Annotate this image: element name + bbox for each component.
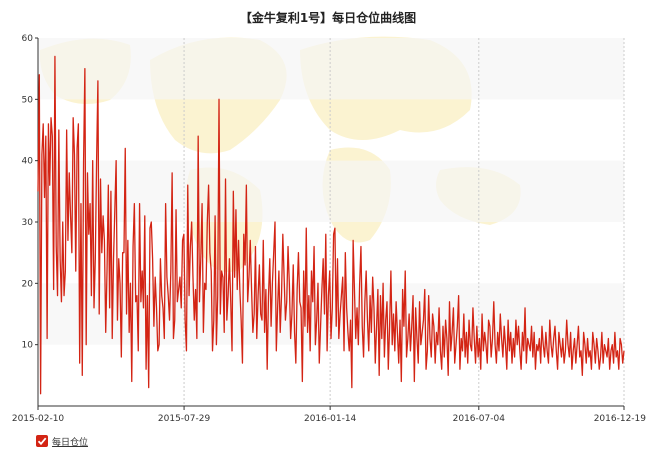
y-tick-labels: 10 20 30 40 50 60 bbox=[22, 34, 38, 351]
legend-item-daily-position[interactable]: 每日仓位 bbox=[36, 433, 88, 449]
vertical-gridlines bbox=[183, 38, 625, 406]
grid-band bbox=[38, 38, 624, 100]
x-tick-label: 2015-02-10 bbox=[12, 414, 65, 424]
series-layer bbox=[37, 55, 625, 395]
x-tick-labels: 2015-02-10 2015-07-29 2016-01-14 2016-07-04… bbox=[12, 406, 646, 424]
checkbox-checked-icon[interactable] bbox=[36, 435, 48, 447]
y-tick-label: 50 bbox=[22, 95, 34, 105]
x-tick-label: 2016-12-19 bbox=[594, 414, 647, 424]
y-tick-label: 40 bbox=[22, 157, 34, 167]
x-tick-label: 2015-07-29 bbox=[158, 414, 211, 424]
x-tick-label: 2016-07-04 bbox=[453, 414, 506, 424]
x-tick-label: 2016-01-14 bbox=[304, 414, 357, 424]
series-line-daily-position bbox=[37, 55, 625, 395]
y-tick-label: 10 bbox=[22, 341, 34, 351]
chart-title: 【金牛复利1号】每日仓位曲线图 bbox=[240, 10, 416, 25]
y-tick-label: 60 bbox=[22, 34, 34, 44]
y-tick-label: 30 bbox=[22, 218, 34, 228]
grid-band bbox=[38, 160, 624, 222]
y-tick-label: 20 bbox=[22, 279, 34, 289]
legend-label[interactable]: 每日仓位 bbox=[52, 437, 89, 448]
